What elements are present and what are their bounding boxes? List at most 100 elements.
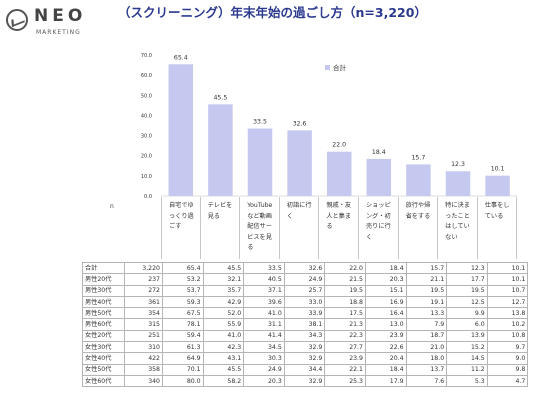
row-label: 女性60代 — [82, 374, 125, 388]
table-cell: 19.5 — [324, 284, 366, 297]
table-cell: 64.9 — [162, 352, 204, 365]
bar-value-label: 18.4 — [372, 149, 386, 156]
bar — [208, 104, 233, 196]
table-cell: 24.9 — [243, 363, 285, 376]
y-tick-label: 60.0 — [141, 73, 152, 79]
bar-value-label: 33.5 — [253, 119, 267, 126]
table-cell: 5.3 — [446, 374, 488, 388]
table-cell: 18.4 — [364, 261, 407, 275]
row-label: 女性50代 — [82, 363, 125, 376]
table-cell: 33.0 — [283, 295, 326, 309]
table-cell: 12.5 — [446, 295, 488, 309]
table-cell: 17.5 — [324, 307, 366, 320]
table-row: 女性30代 310 61.3 42.3 34.5 32.9 27.7 22.6 21.0 15.2… — [82, 341, 529, 354]
table-row: 男性50代 354 67.5 52.0 41.0 33.9 17.5 16.4 13.3 9.9 1… — [82, 307, 529, 320]
table-cell: 21.0 — [405, 341, 448, 354]
bar-value-label: 65.4 — [174, 54, 188, 61]
table-cell: 21.3 — [324, 318, 366, 331]
table-cell: 24.9 — [283, 273, 326, 286]
row-n: 354 — [124, 307, 163, 320]
table-cell: 17.7 — [446, 273, 488, 286]
table-cell: 13.8 — [486, 307, 529, 320]
table-cell: 15.2 — [446, 341, 488, 354]
table-cell: 52.0 — [202, 307, 245, 320]
table-cell: 21.1 — [405, 273, 448, 286]
table-cell: 13.0 — [364, 318, 407, 331]
table-cell: 32.1 — [202, 273, 245, 286]
table-cell: 23.9 — [364, 329, 407, 343]
bar-value-label: 22.0 — [332, 142, 346, 149]
table-cell: 45.5 — [202, 363, 245, 376]
category-label: ショッピング・初売りに行く — [359, 197, 399, 259]
table-cell: 22.3 — [324, 329, 366, 343]
category-label: YouTubeなど動画配信サービスを見る — [240, 197, 280, 259]
table-cell: 4.7 — [486, 374, 529, 388]
table-cell: 12.7 — [486, 295, 529, 309]
table-cell: 67.5 — [162, 307, 204, 320]
table-cell: 9.7 — [486, 341, 529, 354]
table-cell: 9.9 — [446, 307, 488, 320]
table-cell: 55.9 — [202, 318, 245, 331]
brand-name: NEO — [34, 6, 87, 26]
bar-value-label: 15.7 — [412, 154, 426, 161]
table-cell: 65.4 — [162, 261, 204, 275]
table-cell: 41.0 — [202, 329, 245, 343]
row-label: 女性40代 — [82, 352, 125, 365]
table-cell: 53.2 — [162, 273, 204, 286]
table-cell: 16.9 — [364, 295, 407, 309]
y-tick-label: 70.0 — [141, 53, 152, 59]
table-cell: 22.6 — [364, 341, 407, 354]
table-cell: 11.2 — [446, 363, 488, 376]
data-table: 合計 3,220 65.4 45.5 33.5 32.6 22.0 18.4 15.7 12.3 1… — [82, 261, 529, 388]
table-cell: 25.3 — [324, 374, 366, 388]
bar — [247, 128, 273, 196]
table-row: 女性50代 358 70.1 45.5 24.9 34.4 22.1 18.4 13.7 11.2… — [82, 363, 529, 376]
table-cell: 33.5 — [243, 261, 285, 275]
table-cell: 32.6 — [283, 261, 326, 275]
row-n: 237 — [124, 273, 163, 286]
row-label: 女性30代 — [82, 341, 125, 354]
table-cell: 9.0 — [486, 352, 529, 365]
table-cell: 45.5 — [202, 261, 245, 275]
table-cell: 19.1 — [405, 295, 448, 309]
chart-title: （スクリーニング）年末年始の過ごし方（n=3,220） — [118, 5, 427, 20]
table-cell: 15.1 — [364, 284, 407, 297]
bar-value-label: 45.5 — [214, 94, 228, 101]
row-n: 422 — [124, 352, 163, 365]
table-cell: 80.0 — [162, 374, 204, 388]
logo-mark-icon — [6, 9, 28, 31]
row-label: 男性60代 — [82, 318, 125, 331]
table-cell: 58.2 — [202, 374, 245, 388]
table-cell: 32.9 — [283, 352, 326, 365]
legend-label: 合計 — [333, 64, 346, 72]
table-cell: 59.3 — [162, 295, 204, 309]
bar — [168, 64, 194, 196]
bar-value-label: 12.3 — [451, 161, 465, 168]
bar — [326, 151, 352, 196]
table-cell: 39.6 — [243, 295, 285, 309]
table-cell: 23.9 — [324, 352, 366, 365]
category-label: 旅行や帰省をする — [399, 197, 439, 259]
row-n: 358 — [124, 363, 163, 376]
y-tick-label: 10.0 — [141, 174, 152, 180]
table-cell: 15.7 — [405, 261, 448, 275]
table-cell: 35.7 — [202, 284, 245, 297]
row-label: 男性50代 — [82, 307, 125, 320]
category-label: 親戚・友人と集まる — [319, 197, 359, 259]
table-cell: 40.5 — [243, 273, 285, 286]
table-cell: 37.1 — [243, 284, 285, 297]
table-cell: 78.1 — [162, 318, 204, 331]
row-n: 251 — [124, 329, 163, 343]
table-cell: 31.1 — [243, 318, 285, 331]
y-tick-label: 20.0 — [141, 154, 152, 160]
table-cell: 10.1 — [486, 261, 529, 275]
category-labels: 自宅でゆっくり過ごす テレビを見る YouTubeなど動画配信サービスを見る 初詣に行… — [161, 197, 518, 259]
category-label: 仕事をしている — [478, 197, 518, 259]
table-cell: 41.4 — [243, 329, 285, 343]
y-tick-label: 30.0 — [141, 134, 152, 140]
bar — [287, 130, 312, 196]
table-cell: 32.9 — [283, 341, 326, 354]
table-row: 男性60代 315 78.1 55.9 31.1 38.1 21.3 13.0 7.9 6.0 10… — [82, 318, 529, 331]
table-cell: 59.4 — [162, 329, 204, 343]
row-n: 3,220 — [124, 261, 163, 275]
